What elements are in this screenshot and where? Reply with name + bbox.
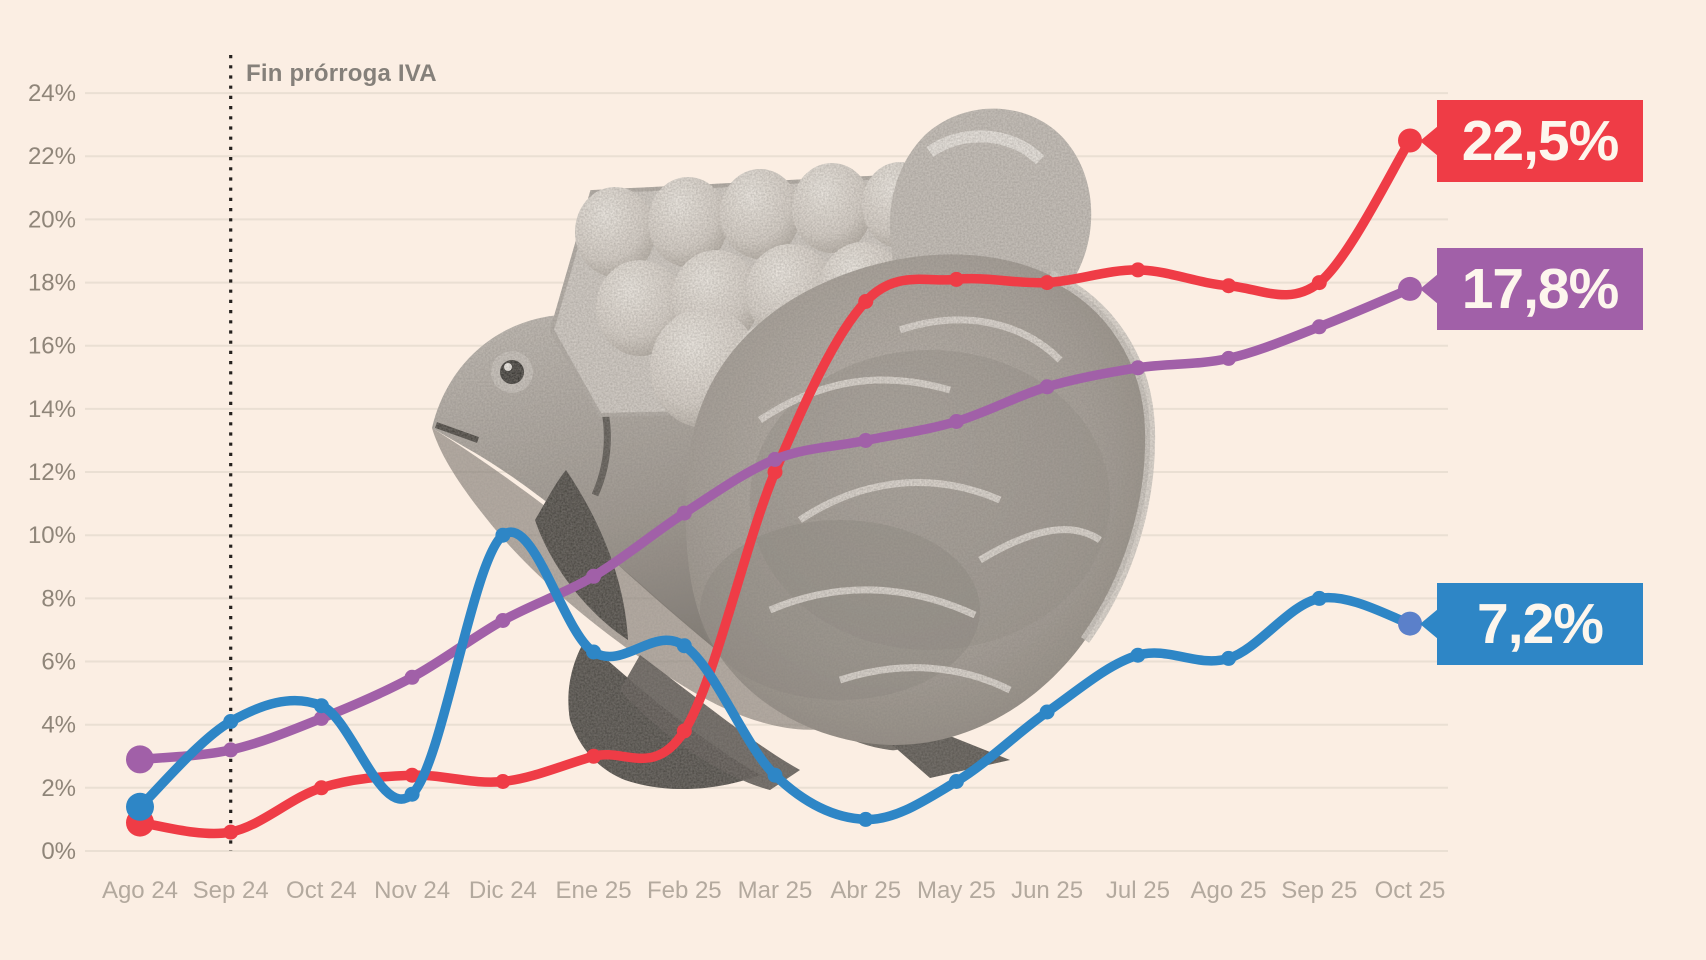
svg-text:Ago 24: Ago 24 [102, 877, 178, 904]
end-label-blue: 7,2% [1437, 582, 1643, 665]
svg-text:Sep 24: Sep 24 [193, 877, 269, 904]
blue-line [126, 527, 1422, 827]
food-collage-illustration [432, 108, 1156, 790]
svg-text:4%: 4% [41, 712, 76, 739]
svg-text:Mar 25: Mar 25 [738, 877, 813, 904]
svg-text:8%: 8% [41, 585, 76, 612]
svg-text:Dic 24: Dic 24 [469, 877, 537, 904]
purple-line [126, 276, 1422, 774]
svg-text:Nov 24: Nov 24 [374, 877, 450, 904]
y-axis-tick-labels: 0% 2% 4% 6% 8% 10% 12% 14% 16% 18% 20% 22% 24% [28, 80, 76, 865]
vat-deadline-annotation: Fin prórroga IVA [246, 60, 437, 87]
svg-text:Abr 25: Abr 25 [830, 877, 901, 904]
end-label-purple: 17,8% [1437, 247, 1643, 330]
svg-text:Ene 25: Ene 25 [556, 877, 632, 904]
svg-text:2%: 2% [41, 775, 76, 802]
svg-text:10%: 10% [28, 522, 76, 549]
svg-text:Jun 25: Jun 25 [1011, 877, 1083, 904]
svg-text:Feb 25: Feb 25 [647, 877, 722, 904]
svg-text:Oct 24: Oct 24 [286, 877, 357, 904]
x-axis-tick-labels: Ago 24 Sep 24 Oct 24 Nov 24 Dic 24 Ene 25 Feb … [102, 877, 1445, 904]
svg-text:14%: 14% [28, 396, 76, 423]
svg-text:12%: 12% [28, 459, 76, 486]
svg-text:24%: 24% [28, 80, 76, 107]
svg-text:Oct 25: Oct 25 [1375, 877, 1446, 904]
end-label-red: 22,5% [1437, 99, 1643, 182]
svg-text:6%: 6% [41, 649, 76, 676]
meat-marbling [758, 316, 1102, 694]
svg-text:20%: 20% [28, 206, 76, 233]
svg-text:Jul 25: Jul 25 [1106, 877, 1170, 904]
svg-text:Sep 25: Sep 25 [1281, 877, 1357, 904]
svg-text:Ago 25: Ago 25 [1191, 877, 1267, 904]
data-series-lines [126, 128, 1422, 840]
svg-text:0%: 0% [41, 838, 76, 865]
svg-text:22%: 22% [28, 143, 76, 170]
svg-text:16%: 16% [28, 333, 76, 360]
svg-text:18%: 18% [28, 270, 76, 297]
svg-text:May 25: May 25 [917, 877, 996, 904]
